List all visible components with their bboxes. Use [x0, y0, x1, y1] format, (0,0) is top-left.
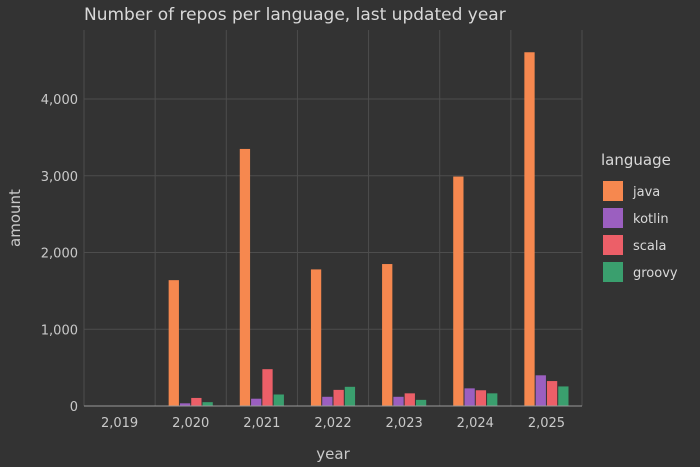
y-tick-label: 4,000: [41, 93, 78, 108]
legend-label-kotlin: kotlin: [633, 212, 669, 227]
bar-java: [310, 269, 322, 406]
bar-kotlin: [251, 398, 262, 406]
x-axis-title: year: [316, 445, 350, 463]
legend-swatch-scala: [603, 235, 623, 255]
bar-kotlin: [464, 388, 475, 406]
x-tick-label: 2,022: [314, 416, 351, 431]
x-tick-label: 2,024: [457, 416, 494, 431]
bar-scala: [333, 389, 344, 406]
bar-kotlin: [322, 396, 333, 406]
bar-java: [524, 52, 535, 407]
bar-groovy: [558, 386, 569, 406]
bar-groovy: [415, 399, 427, 406]
bar-java: [168, 280, 179, 406]
bar-kotlin: [179, 403, 191, 406]
bars: [168, 52, 569, 407]
bar-kotlin: [393, 396, 404, 406]
bar-java: [453, 176, 464, 406]
x-tick-label: 2,023: [386, 416, 423, 431]
bar-groovy: [202, 402, 213, 406]
y-axis-title: amount: [6, 189, 24, 247]
y-tick-labels: 0 1,000 2,000 3,000 4,000: [41, 93, 78, 415]
y-tick-label: 0: [70, 400, 78, 415]
bar-java: [239, 148, 251, 406]
x-tick-labels: 2,019 2,020 2,021 2,022 2,023 2,024 2,025: [101, 416, 565, 431]
y-tick-label: 2,000: [41, 247, 78, 262]
bar-scala: [546, 381, 558, 406]
y-tick-label: 3,000: [41, 170, 78, 185]
bar-groovy: [344, 386, 356, 406]
grid: [83, 30, 583, 406]
bar-scala: [475, 390, 487, 406]
legend-label-groovy: groovy: [633, 266, 678, 281]
legend-swatch-java: [603, 181, 623, 201]
x-tick-label: 2,020: [172, 416, 209, 431]
legend-label-java: java: [632, 185, 660, 200]
bar-scala: [262, 369, 273, 406]
bar-scala: [404, 393, 415, 406]
x-tick-label: 2,021: [243, 416, 280, 431]
legend-title: language: [601, 151, 671, 169]
bar-kotlin: [535, 375, 546, 406]
bar-java: [382, 264, 393, 406]
legend-swatch-kotlin: [603, 208, 623, 228]
y-tick-label: 1,000: [41, 323, 78, 338]
legend: language java kotlin scala groovy: [601, 151, 678, 282]
bar-groovy: [487, 393, 498, 406]
legend-label-scala: scala: [633, 239, 666, 254]
legend-swatch-groovy: [603, 262, 623, 282]
bar-scala: [191, 397, 202, 406]
x-tick-label: 2,019: [101, 416, 138, 431]
bar-groovy: [273, 394, 284, 406]
chart-title: Number of repos per language, last updat…: [84, 5, 506, 25]
x-tick-label: 2,025: [528, 416, 565, 431]
